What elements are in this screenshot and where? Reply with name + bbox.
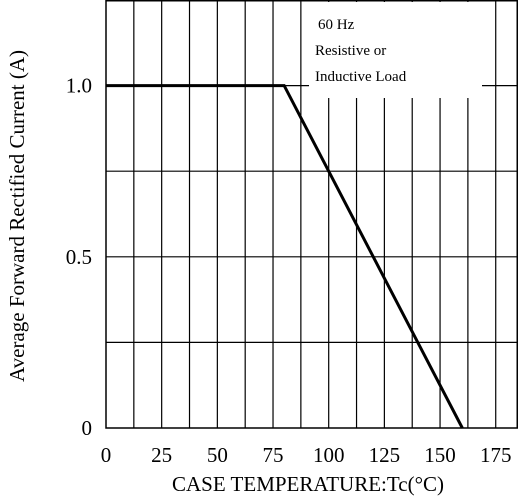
x-tick-label: 50 (207, 443, 228, 467)
x-tick-label: 25 (151, 443, 172, 467)
x-tick-label: 0 (101, 443, 112, 467)
annotation-line-3: Inductive Load (315, 69, 407, 85)
x-tick-labels: 0 25 50 75 100 125 150 175 (101, 443, 512, 467)
annotation-line-1: 60 Hz (318, 17, 355, 33)
annotation-text: 60 Hz Resistive or Inductive Load (315, 17, 407, 85)
y-tick-labels: 0 0.5 1.0 (66, 74, 92, 440)
plot-frame (105, 0, 518, 429)
x-tick-label: 150 (424, 443, 456, 467)
horizontal-gridlines (106, 84, 518, 343)
series-line (106, 84, 464, 429)
x-tick-label: 175 (480, 443, 512, 467)
annotation-line-2: Resistive or (315, 43, 386, 59)
y-axis-label: Average Forward Rectified Current (A) (5, 50, 29, 382)
x-tick-label: 75 (263, 443, 284, 467)
y-tick-label: 0 (82, 416, 93, 440)
x-tick-label: 100 (313, 443, 345, 467)
x-tick-label: 125 (369, 443, 401, 467)
annotation-box (309, 2, 482, 98)
y-tick-label: 0.5 (66, 245, 92, 269)
y-tick-label: 1.0 (66, 74, 92, 98)
x-axis-label: CASE TEMPERATURE:Tc(°C) (172, 472, 444, 496)
